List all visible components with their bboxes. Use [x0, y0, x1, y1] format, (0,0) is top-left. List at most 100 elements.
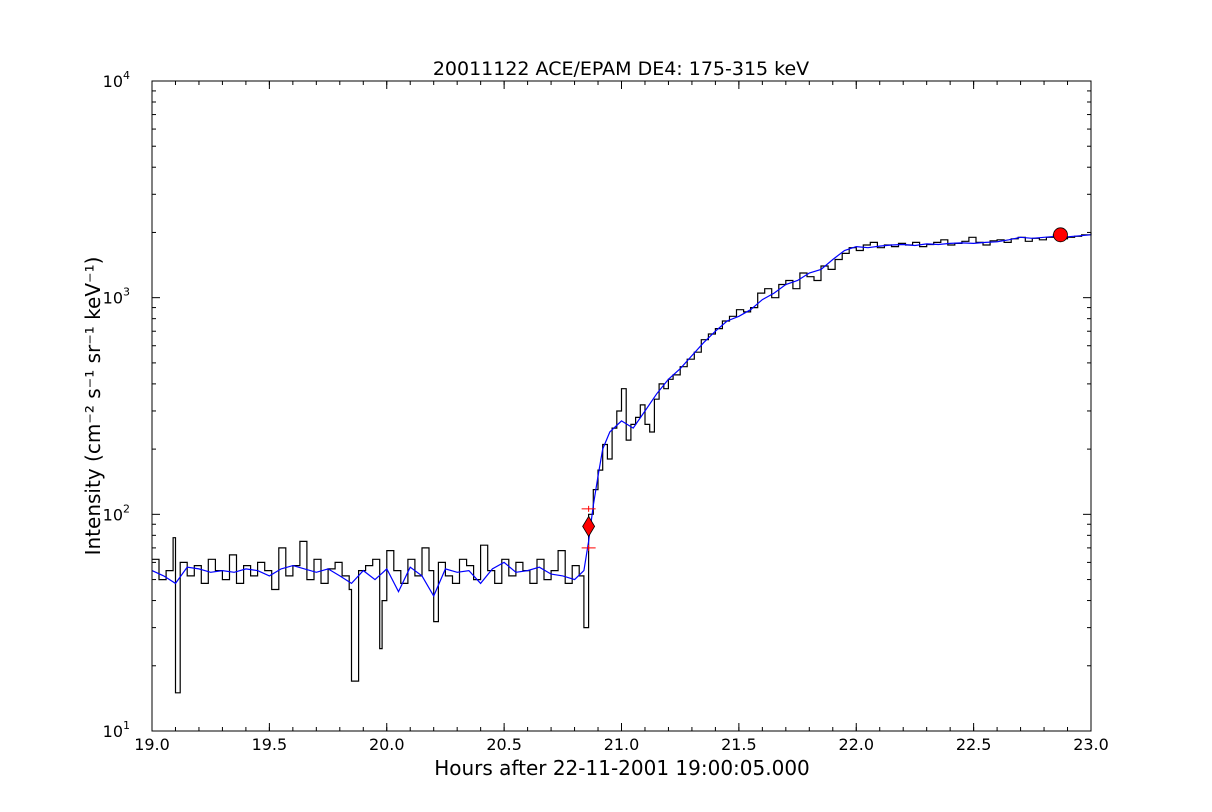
data-point [633, 428, 634, 429]
data-point [691, 355, 692, 356]
data-point [593, 489, 594, 490]
data-point [630, 424, 631, 425]
data-point [281, 568, 282, 569]
plot-frame [151, 80, 1092, 732]
data-point [644, 410, 645, 411]
x-tick-label: 20.5 [486, 735, 522, 754]
data-point [968, 237, 969, 238]
data-point [349, 589, 350, 590]
data-point [163, 575, 164, 576]
data-point [961, 242, 962, 243]
y-axis-label: Intensity (cm⁻² s⁻¹ sr⁻¹ keV⁻¹) [81, 257, 105, 556]
data-point [785, 284, 786, 285]
data-point [487, 570, 488, 571]
data-point [269, 575, 270, 576]
data-point [1039, 239, 1040, 240]
data-point [680, 366, 681, 367]
data-point [926, 243, 927, 244]
data-point [701, 339, 702, 340]
y-tick-label: 101 [103, 719, 130, 741]
x-tick-label: 21.5 [721, 735, 757, 754]
data-point [583, 570, 584, 571]
data-point [820, 265, 821, 266]
data-point [1020, 237, 1021, 238]
data-point [813, 280, 814, 281]
chart-title: 20011122 ACE/EPAM DE4: 175-315 keV [433, 58, 809, 80]
data-point [722, 320, 723, 321]
data-point [1008, 239, 1009, 240]
data-point [973, 243, 974, 244]
data-point [351, 583, 352, 584]
data-point [863, 244, 864, 245]
data-point [593, 505, 594, 506]
data-point [621, 420, 622, 421]
data-point [832, 259, 833, 260]
data-point [729, 316, 730, 317]
data-point [539, 567, 540, 568]
data-point [898, 243, 899, 244]
data-point [201, 583, 202, 584]
data-point [828, 269, 829, 270]
data-point [644, 424, 645, 425]
data-point [785, 280, 786, 281]
data-point [609, 431, 610, 432]
data-point [607, 458, 608, 459]
data-point [466, 565, 467, 566]
data-point [316, 572, 317, 573]
data-point [856, 246, 857, 247]
data-point [792, 288, 793, 289]
data-point [250, 575, 251, 576]
data-point [997, 239, 998, 240]
data-point [727, 320, 728, 321]
data-point [468, 570, 469, 571]
data-point [597, 476, 598, 477]
data-point [640, 404, 641, 405]
data-point [774, 293, 775, 294]
data-point [982, 244, 983, 245]
data-point [612, 428, 613, 429]
data-point [407, 559, 408, 560]
data-point [428, 570, 429, 571]
data-point [574, 579, 575, 580]
data-point [562, 575, 563, 576]
data-point [809, 272, 810, 273]
data-point [870, 242, 871, 243]
data-point [480, 545, 481, 546]
data-point [771, 297, 772, 298]
data-point [849, 247, 850, 248]
data-point [703, 342, 704, 343]
data-point [879, 246, 880, 247]
data-point [527, 570, 528, 571]
onset-diamond-marker [582, 515, 596, 538]
data-point [386, 550, 387, 551]
data-point [459, 559, 460, 560]
x-tick-label: 19.5 [252, 735, 288, 754]
data-point [621, 388, 622, 389]
data-point [515, 562, 516, 563]
data-point [180, 562, 181, 563]
data-point [938, 244, 939, 245]
y-tick-labels: 101 102 103 104 [103, 69, 130, 741]
y-tick-label: 103 [103, 286, 130, 308]
data-point [158, 579, 159, 580]
peak-circle-marker [1053, 227, 1068, 243]
data-point [445, 575, 446, 576]
data-point [856, 250, 857, 251]
data-point [421, 547, 422, 548]
data-point [626, 440, 627, 441]
x-tick-label: 20.0 [369, 735, 405, 754]
data-point [328, 568, 329, 569]
data-point [844, 250, 845, 251]
x-tick-labels: 19.0 19.5 20.0 20.5 21.0 21.5 22.0 22.5 23.0 [134, 735, 1109, 754]
data-point [374, 579, 375, 580]
data-point [208, 559, 209, 560]
data-point [1032, 238, 1033, 239]
data-point [558, 550, 559, 551]
data-point [492, 568, 493, 569]
x-tick-label: 22.0 [838, 735, 874, 754]
data-point [668, 379, 669, 380]
data-point [222, 579, 223, 580]
data-point [778, 284, 779, 285]
data-point [229, 554, 230, 555]
